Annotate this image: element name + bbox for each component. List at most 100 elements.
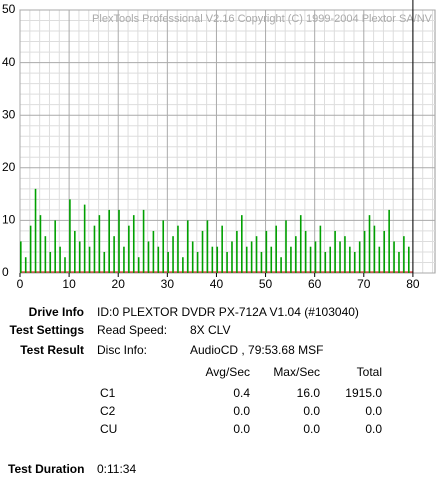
bar bbox=[398, 251, 400, 273]
bar bbox=[216, 246, 219, 273]
bar bbox=[132, 215, 135, 273]
table-cell: 16.0 bbox=[297, 386, 321, 400]
bar bbox=[59, 246, 61, 273]
bar bbox=[295, 236, 297, 273]
x-tick-label: 80 bbox=[406, 277, 420, 291]
bar bbox=[280, 257, 282, 273]
y-tick-label: 10 bbox=[2, 213, 16, 227]
bar bbox=[64, 257, 66, 273]
bar bbox=[393, 241, 395, 273]
bar bbox=[191, 241, 194, 273]
table-cell: 0.0 bbox=[365, 404, 382, 418]
bar bbox=[54, 220, 56, 273]
bar bbox=[182, 257, 184, 273]
table-cell: 0.0 bbox=[303, 422, 320, 436]
bar bbox=[88, 246, 91, 273]
y-tick-label: 0 bbox=[2, 265, 9, 279]
bar bbox=[299, 215, 302, 273]
label: Test Settings bbox=[10, 323, 85, 337]
y-tick-label: 30 bbox=[2, 107, 16, 121]
bar bbox=[206, 220, 209, 273]
bar bbox=[265, 230, 268, 273]
bar bbox=[24, 257, 27, 273]
bar bbox=[201, 230, 204, 273]
bar bbox=[368, 215, 371, 273]
table-cell: 0.4 bbox=[233, 386, 250, 400]
bar bbox=[245, 246, 248, 273]
row-label: C2 bbox=[100, 404, 116, 418]
value: ID:0 PLEXTOR DVDR PX-712A V1.04 (#103040… bbox=[97, 305, 359, 319]
y-tick-label: 40 bbox=[2, 55, 16, 69]
row-label: CU bbox=[100, 422, 117, 436]
value: 0:11:34 bbox=[97, 462, 136, 476]
bar bbox=[407, 246, 410, 273]
x-tick-label: 50 bbox=[259, 277, 273, 291]
bar bbox=[358, 241, 361, 273]
bar bbox=[196, 251, 199, 273]
bar bbox=[329, 246, 332, 273]
bar bbox=[186, 220, 189, 273]
bar bbox=[172, 236, 174, 273]
bar bbox=[236, 230, 238, 273]
bar bbox=[123, 246, 125, 273]
bar bbox=[157, 246, 160, 273]
bar bbox=[78, 241, 81, 273]
bar bbox=[241, 215, 243, 273]
value: Disc Info: bbox=[97, 343, 147, 357]
x-tick-label: 20 bbox=[112, 277, 126, 291]
y-tick-label: 50 bbox=[2, 2, 16, 16]
plot-area bbox=[19, 9, 436, 274]
bar bbox=[137, 257, 140, 273]
bar bbox=[83, 204, 86, 273]
y-tick-label: 20 bbox=[2, 160, 16, 174]
bar bbox=[231, 241, 233, 273]
bar bbox=[118, 209, 120, 273]
x-tick-label: 40 bbox=[210, 277, 224, 291]
bar bbox=[260, 251, 263, 273]
bar bbox=[29, 225, 32, 273]
x-tick-label: 0 bbox=[17, 277, 24, 291]
x-tick-label: 60 bbox=[308, 277, 322, 291]
table-header: Max/Sec bbox=[273, 365, 320, 379]
bar bbox=[39, 215, 42, 273]
x-tick-label: 30 bbox=[161, 277, 175, 291]
bar bbox=[34, 188, 37, 273]
table-cell: 0.0 bbox=[303, 404, 320, 418]
bar bbox=[250, 241, 253, 273]
label: Test Duration bbox=[8, 462, 84, 476]
bar bbox=[275, 225, 277, 273]
bar bbox=[304, 230, 307, 273]
bar bbox=[20, 241, 22, 273]
bar bbox=[270, 246, 273, 273]
x-tick-label: 10 bbox=[62, 277, 76, 291]
bar bbox=[378, 246, 381, 273]
bar bbox=[403, 236, 405, 273]
bar bbox=[98, 215, 101, 273]
x-tick-label: 70 bbox=[357, 277, 371, 291]
value: 8X CLV bbox=[190, 323, 230, 337]
bar bbox=[363, 230, 366, 273]
bar bbox=[211, 246, 214, 273]
bar bbox=[221, 225, 223, 273]
bar bbox=[334, 230, 336, 273]
table-cell: 0.0 bbox=[233, 404, 250, 418]
bar bbox=[349, 246, 351, 273]
bar bbox=[319, 225, 322, 273]
bar bbox=[344, 236, 346, 273]
bar bbox=[142, 209, 145, 273]
bar bbox=[167, 251, 169, 273]
bar bbox=[113, 236, 115, 273]
bar bbox=[324, 251, 327, 273]
bar bbox=[108, 209, 111, 273]
copyright: PlexTools Professional V2.16 Copyright (… bbox=[92, 13, 433, 25]
bar bbox=[147, 241, 150, 273]
bar bbox=[309, 246, 312, 273]
bar bbox=[128, 225, 130, 273]
bar bbox=[103, 251, 106, 273]
table-cell: 0.0 bbox=[233, 422, 250, 436]
bar bbox=[162, 220, 165, 273]
bar bbox=[388, 209, 390, 273]
label: Test Result bbox=[20, 343, 84, 357]
bar bbox=[226, 251, 228, 273]
bar bbox=[69, 199, 71, 273]
